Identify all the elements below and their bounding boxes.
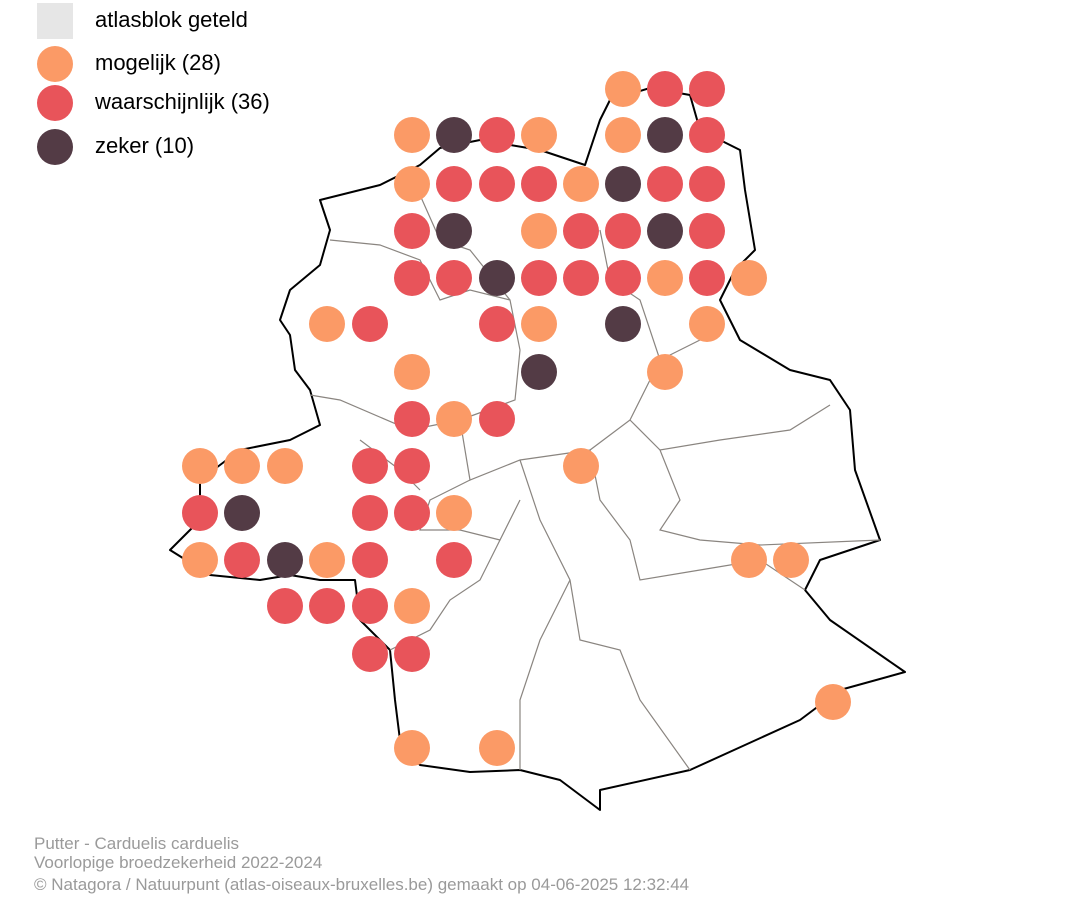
atlas-block-dot [309,588,345,624]
atlas-block-dot [479,306,515,342]
atlas-block-dot [521,260,557,296]
atlas-block-dot [352,306,388,342]
border [519,579,571,770]
atlas-block-dot [521,306,557,342]
legend-label: zeker (10) [95,133,194,158]
atlas-block-dot [436,166,472,202]
atlas-block-dot [267,542,303,578]
atlas-block-dot [521,354,557,390]
atlas-block-dot [309,306,345,342]
atlas-block-dot [689,260,725,296]
atlas-block-dot [605,117,641,153]
border [659,449,881,546]
atlas-block-dot [731,542,767,578]
atlas-blocks [182,71,851,766]
atlas-block-dot [394,260,430,296]
atlas-block-dot [352,636,388,672]
atlas-block-dot [689,306,725,342]
atlas-block-dot [689,166,725,202]
atlas-block-dot [394,636,430,672]
atlas-block-dot [689,117,725,153]
atlas-block-dot [647,260,683,296]
atlas-block-dot [394,117,430,153]
legend-swatch [37,129,73,165]
atlas-block-dot [689,71,725,107]
atlas-block-dot [605,71,641,107]
caption-line: Putter - Carduelis carduelis [34,834,239,853]
atlas-block-dot [224,542,260,578]
atlas-block-dot [224,448,260,484]
atlas-block-dot [479,166,515,202]
atlas-block-dot [605,213,641,249]
atlas-block-dot [436,542,472,578]
atlas-block-dot [479,260,515,296]
atlas-block-dot [309,542,345,578]
atlas-block-dot [731,260,767,296]
atlas-block-dot [521,117,557,153]
atlas-block-dot [394,588,430,624]
atlas-block-dot [605,306,641,342]
atlas-block-dot [563,260,599,296]
atlas-block-dot [182,448,218,484]
atlas-block-dot [773,542,809,578]
atlas-block-dot [647,354,683,390]
atlas-block-dot [436,401,472,437]
atlas-block-dot [267,448,303,484]
atlas-block-dot [436,117,472,153]
atlas-block-dot [394,213,430,249]
border [419,479,521,541]
atlas-block-dot [647,71,683,107]
legend-label: atlasblok geteld [95,7,248,32]
atlas-block-dot [521,213,557,249]
legend-swatch [37,85,73,121]
atlas-block-dot [394,730,430,766]
atlas-block-dot [521,166,557,202]
atlas-block-dot [352,495,388,531]
atlas-block-dot [352,588,388,624]
atlas-block-dot [647,117,683,153]
atlas-block-dot [563,448,599,484]
atlas-block-dot [563,166,599,202]
legend-swatch [37,46,73,82]
caption-line: © Natagora / Natuurpunt (atlas-oiseaux-b… [34,875,689,894]
atlas-block-dot [182,542,218,578]
atlas-block-dot [563,213,599,249]
atlas-block-dot [394,495,430,531]
atlas-block-dot [815,684,851,720]
atlas-block-dot [479,401,515,437]
legend-label: waarschijnlijk (36) [94,89,270,114]
atlas-block-dot [394,448,430,484]
atlas-block-dot [689,213,725,249]
border [519,459,691,771]
atlas-block-dot [394,166,430,202]
atlas-block-dot [267,588,303,624]
atlas-block-dot [352,448,388,484]
atlas-block-dot [352,542,388,578]
atlas-block-dot [647,166,683,202]
atlas-block-dot [436,495,472,531]
atlas-block-dot [436,213,472,249]
atlas-block-dot [647,213,683,249]
caption-line: Voorlopige broedzekerheid 2022-2024 [34,853,322,872]
legend: atlasblok geteld mogelijk (28) waarschijnl… [37,3,270,165]
legend-swatch [37,3,73,39]
legend-label: mogelijk (28) [95,50,221,75]
atlas-block-dot [182,495,218,531]
atlas-block-dot [479,730,515,766]
atlas-block-dot [605,260,641,296]
border [629,404,831,451]
atlas-block-dot [224,495,260,531]
atlas-block-dot [394,401,430,437]
atlas-block-dot [394,354,430,390]
atlas-block-dot [605,166,641,202]
atlas-block-dot [436,260,472,296]
atlas-block-dot [479,117,515,153]
